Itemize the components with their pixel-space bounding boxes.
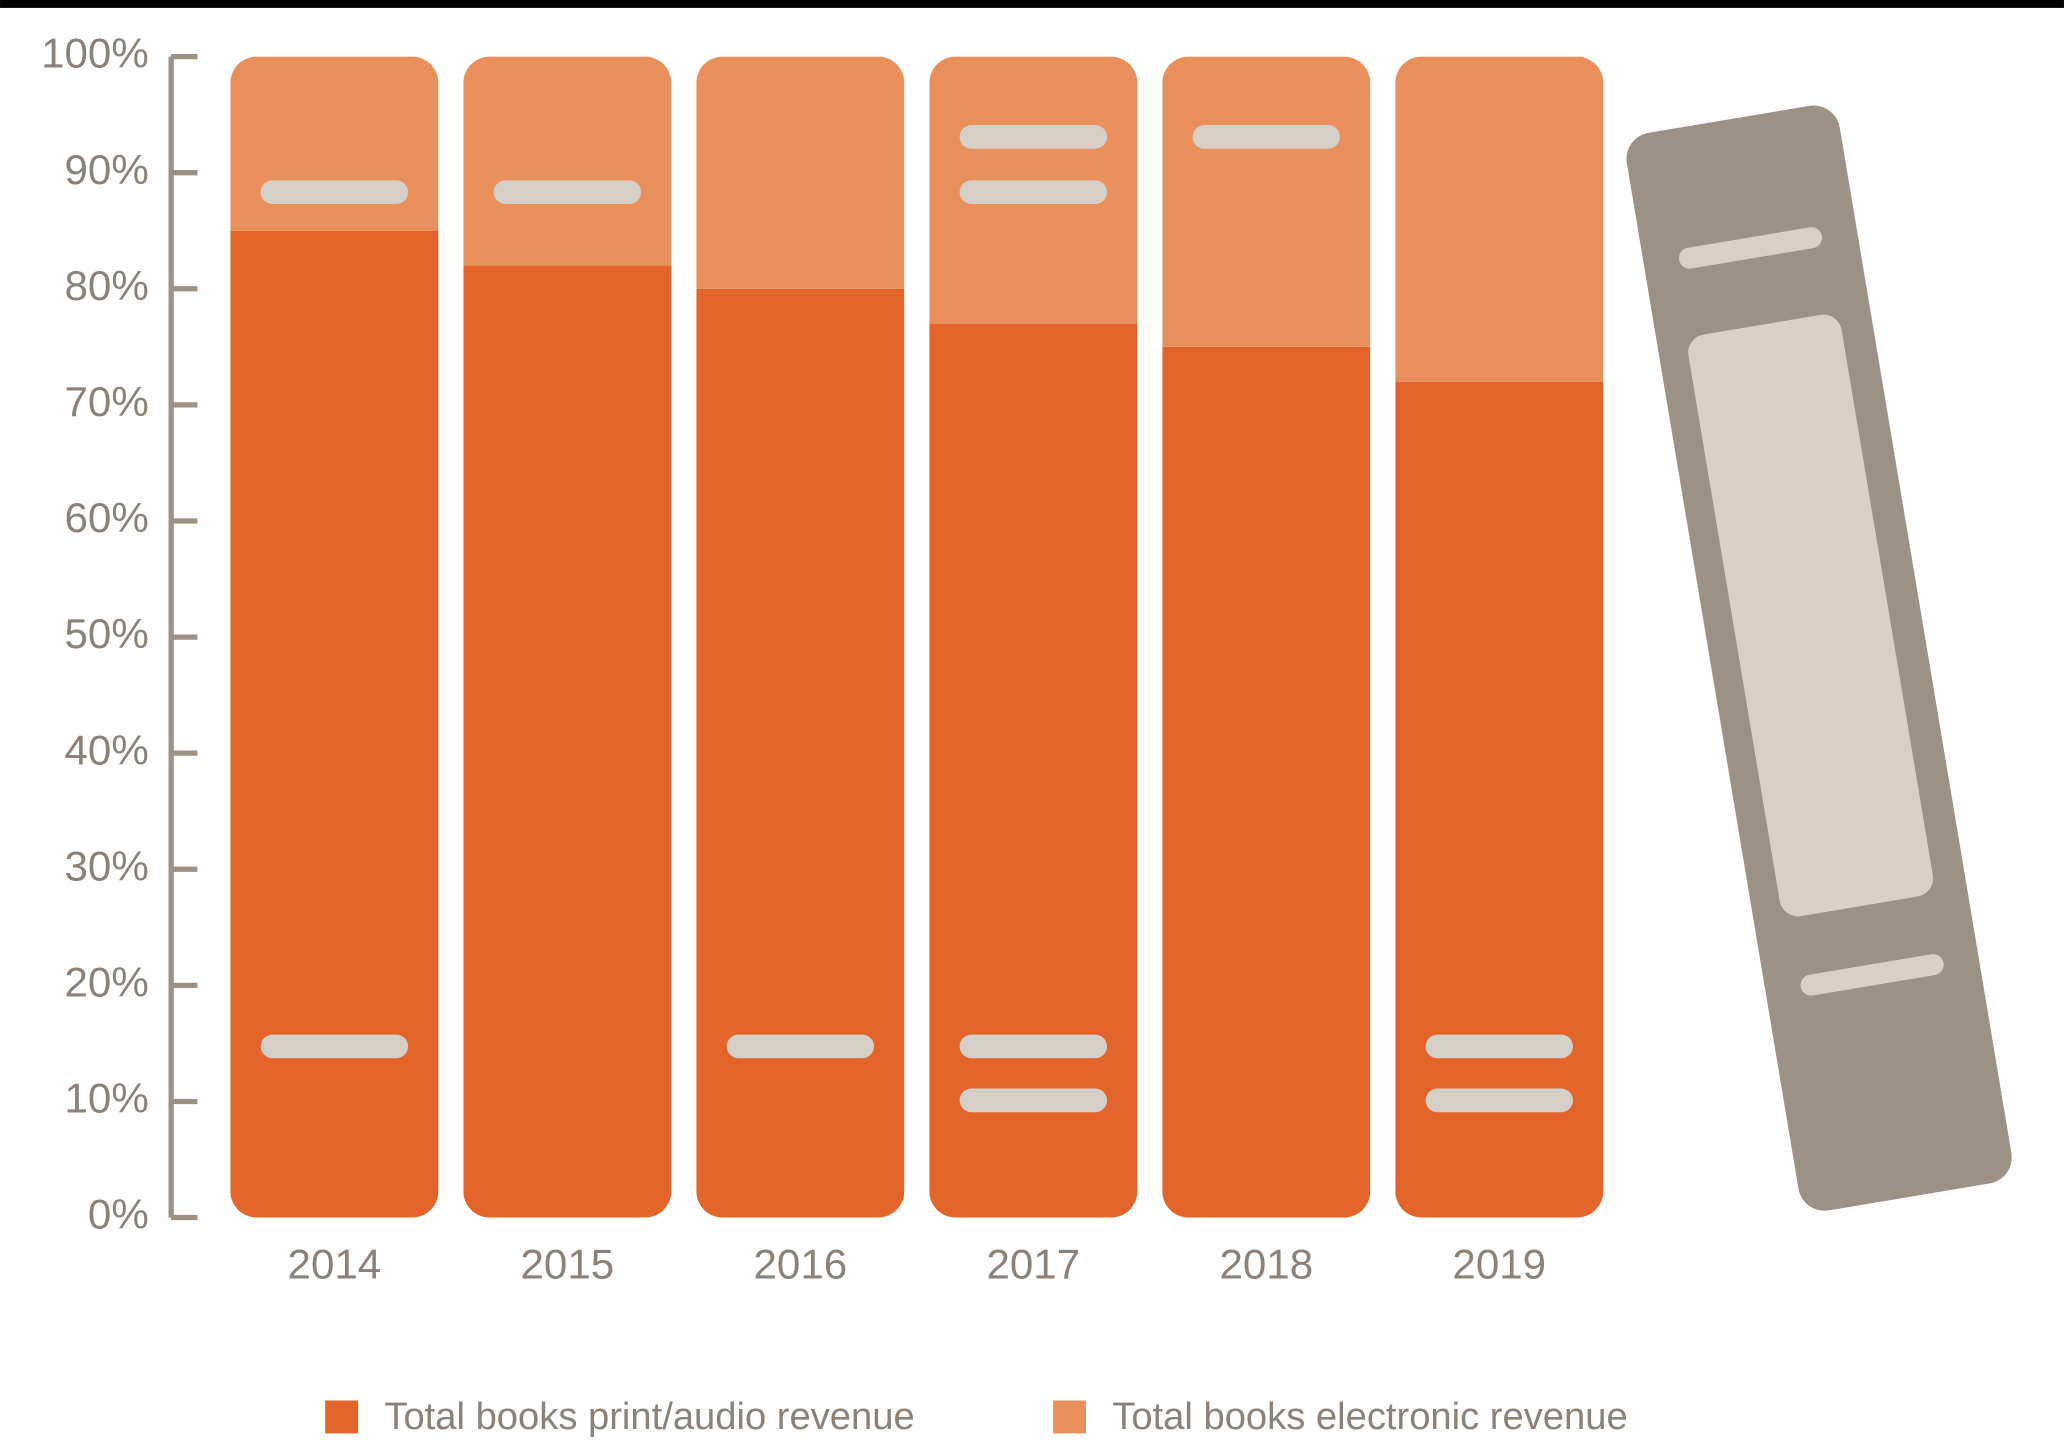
legend-swatch xyxy=(325,1400,359,1434)
bar-segment xyxy=(463,56,672,266)
bar-segment xyxy=(696,288,905,1218)
bar-segment xyxy=(230,56,439,231)
y-tick-label: 100% xyxy=(41,30,149,77)
x-tick-label: 2018 xyxy=(1219,1241,1313,1288)
y-tick-label: 30% xyxy=(65,842,149,889)
y-tick-label: 10% xyxy=(65,1075,149,1122)
top-border xyxy=(0,0,2064,8)
bar-segment xyxy=(929,323,1138,1218)
bar-group xyxy=(696,56,905,1218)
y-tick-label: 70% xyxy=(65,378,149,425)
y-tick-label: 50% xyxy=(65,610,149,657)
x-tick-label: 2014 xyxy=(288,1241,382,1288)
y-tick-label: 60% xyxy=(65,494,149,541)
y-axis: 0% 10% 20% 30% 40% 50% 60% 70% 80% 90% 100% xyxy=(41,30,198,1238)
bar-segment xyxy=(1162,56,1371,347)
bar-stripes xyxy=(260,125,1573,1113)
legend-label: Total books electronic revenue xyxy=(1112,1395,1627,1438)
bar-group xyxy=(463,56,672,1218)
book-stripe xyxy=(1678,227,1823,269)
bar-segment xyxy=(1162,346,1371,1218)
bar-segment xyxy=(230,230,439,1218)
y-tick-label: 20% xyxy=(65,958,149,1005)
legend: Total books print/audio revenue Total boo… xyxy=(325,1395,1628,1438)
x-tick-label: 2019 xyxy=(1452,1241,1546,1288)
y-tick-label: 90% xyxy=(65,146,149,193)
bar-segment xyxy=(1395,56,1604,382)
book-label xyxy=(1688,314,1934,917)
x-tick-label: 2015 xyxy=(521,1241,615,1288)
y-tick-label: 40% xyxy=(65,726,149,773)
y-tick-label: 80% xyxy=(65,262,149,309)
bar-segment xyxy=(1395,381,1604,1218)
bars xyxy=(230,56,1604,1218)
legend-swatch xyxy=(1053,1400,1086,1434)
bar-segment xyxy=(463,265,672,1218)
book-illustration xyxy=(1626,105,2012,1211)
bar-group xyxy=(1395,56,1604,1218)
legend-label: Total books print/audio revenue xyxy=(384,1395,914,1438)
x-tick-label: 2016 xyxy=(753,1241,847,1288)
book-stripe xyxy=(1800,954,1944,996)
x-tick-label: 2017 xyxy=(986,1241,1080,1288)
y-tick-label: 0% xyxy=(88,1191,149,1238)
bar-group xyxy=(1162,56,1371,1218)
bar-segment xyxy=(696,56,905,289)
